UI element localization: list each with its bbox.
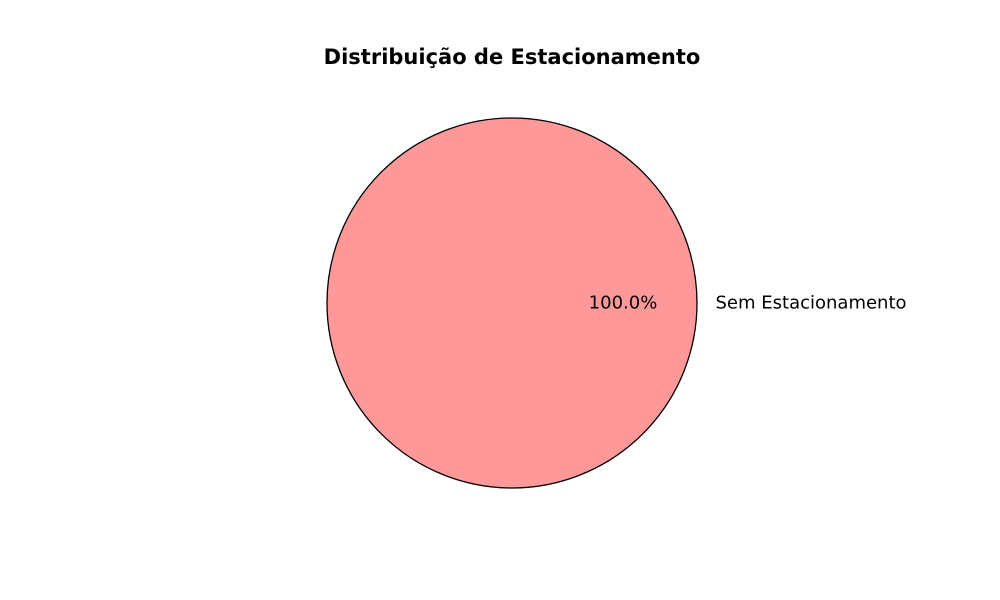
pie-labels: Sem Estacionamento 100.0% — [589, 293, 907, 314]
pie-slices — [326, 117, 698, 489]
slice-percent-label-0: 100.0% — [589, 293, 658, 314]
slice-label-0: Sem Estacionamento — [716, 293, 907, 314]
pie-slice-0 — [326, 117, 698, 489]
chart-title: Distribuição de Estacionamento — [324, 45, 701, 69]
